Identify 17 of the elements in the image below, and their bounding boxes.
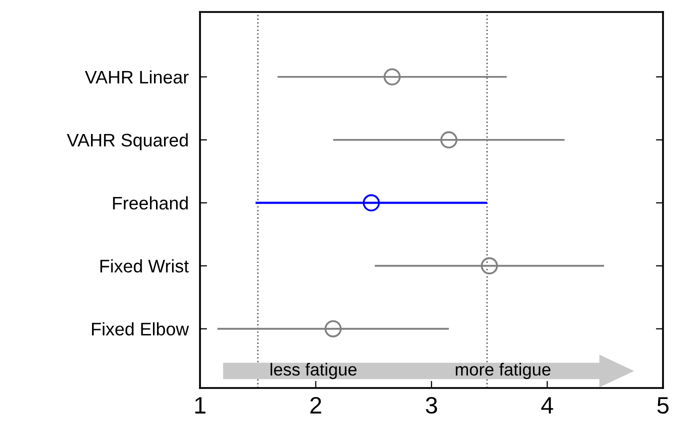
point <box>480 257 498 274</box>
point <box>440 131 458 148</box>
point <box>324 320 342 338</box>
point <box>384 68 401 86</box>
x-tick-label: 5 <box>657 397 669 414</box>
x-tick-label: 3 <box>426 396 438 414</box>
y-tick-label: Fixed Wrist <box>100 259 189 273</box>
annotation: less fatigue <box>270 362 356 380</box>
y-tick-label: Freehand <box>113 196 188 210</box>
y-tick-label: VAHR Squared <box>66 133 188 150</box>
x-tick-label: 1 <box>195 397 206 414</box>
y-tick-label: VAHR Linear <box>84 70 189 84</box>
y-tick-label: Fixed Elbow <box>92 322 189 336</box>
x-tick-label: 4 <box>541 397 554 414</box>
point <box>362 194 380 212</box>
annotation: more fatigue <box>456 362 550 380</box>
x-tick-label: 2 <box>310 396 322 414</box>
